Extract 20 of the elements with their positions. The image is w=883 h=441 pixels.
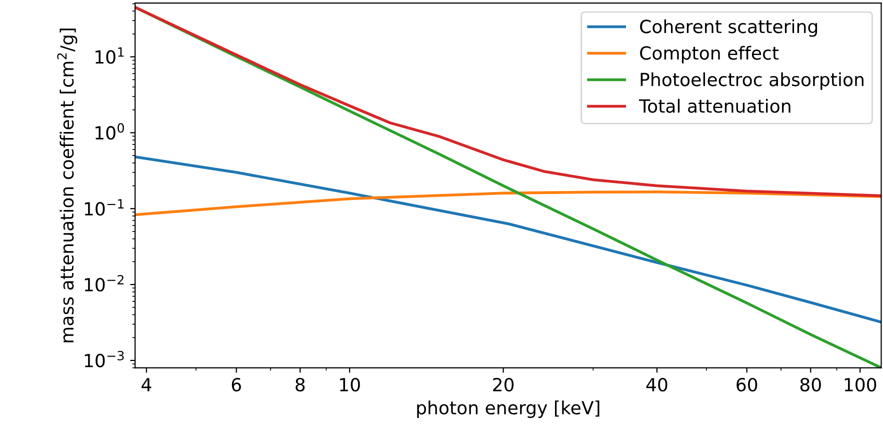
x-tick-label: 40 xyxy=(646,378,668,392)
y-axis-title: mass attenuation coeffient [cm$^{2}$/g] xyxy=(57,28,78,342)
x-tick-label: 6 xyxy=(232,378,241,392)
y-tick-label: 10$^{−2}$ xyxy=(84,274,124,292)
x-tick-label: 60 xyxy=(736,378,758,392)
y-tick-label: 10$^{0}$ xyxy=(96,123,124,140)
legend-label: Photoelectroc absorption xyxy=(640,72,864,90)
x-axis-title: photon energy [keV] xyxy=(417,400,600,418)
x-tick-label: 8 xyxy=(296,378,305,392)
x-tick-label: 10 xyxy=(340,378,360,392)
legend-label: Total attenuation xyxy=(639,98,790,113)
y-tick-label: 10$^{−3}$ xyxy=(84,350,124,368)
y-tick-label: 10$^{−1}$ xyxy=(84,199,124,216)
x-tick-label: 100 xyxy=(844,378,876,392)
y-tick-label: 10$^{1}$ xyxy=(96,47,124,64)
x-tick-label: 4 xyxy=(142,378,152,392)
legend-label: Compton effect xyxy=(640,46,779,64)
x-tick-label: 20 xyxy=(493,378,514,392)
x-tick-label: 80 xyxy=(800,378,821,392)
legend-label: Coherent scattering xyxy=(640,19,818,37)
